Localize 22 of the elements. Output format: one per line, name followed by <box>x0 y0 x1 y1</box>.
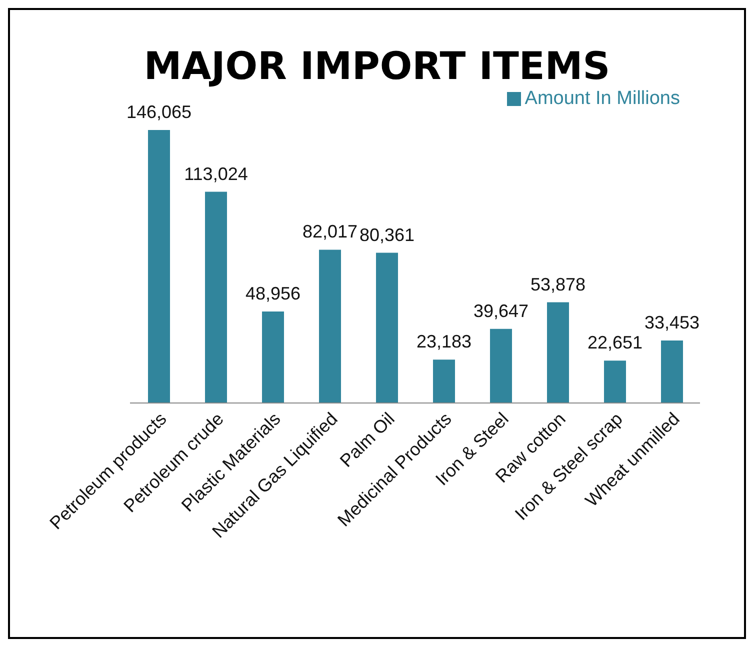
legend-label: Amount In Millions <box>524 88 680 109</box>
bar <box>661 340 683 403</box>
bar <box>433 360 455 403</box>
bar <box>262 312 284 403</box>
data-label: 22,651 <box>587 332 643 353</box>
bar <box>205 192 227 403</box>
chart-title: MAJOR IMPORT ITEMS <box>142 44 612 88</box>
data-label: 113,024 <box>184 164 248 184</box>
data-label: 146,065 <box>126 102 192 122</box>
data-label: 23,183 <box>416 332 472 352</box>
bar <box>547 302 569 403</box>
bar <box>148 130 170 403</box>
data-label: 80,361 <box>359 224 415 245</box>
bar <box>376 252 398 403</box>
bar <box>490 328 512 403</box>
data-label: 82,017 <box>302 222 358 242</box>
data-label: 53,878 <box>530 274 586 294</box>
bar <box>604 360 626 403</box>
data-label: 48,956 <box>245 284 301 304</box>
bar <box>319 250 341 403</box>
data-label: 33,453 <box>644 312 700 332</box>
data-label: 39,647 <box>473 300 529 321</box>
